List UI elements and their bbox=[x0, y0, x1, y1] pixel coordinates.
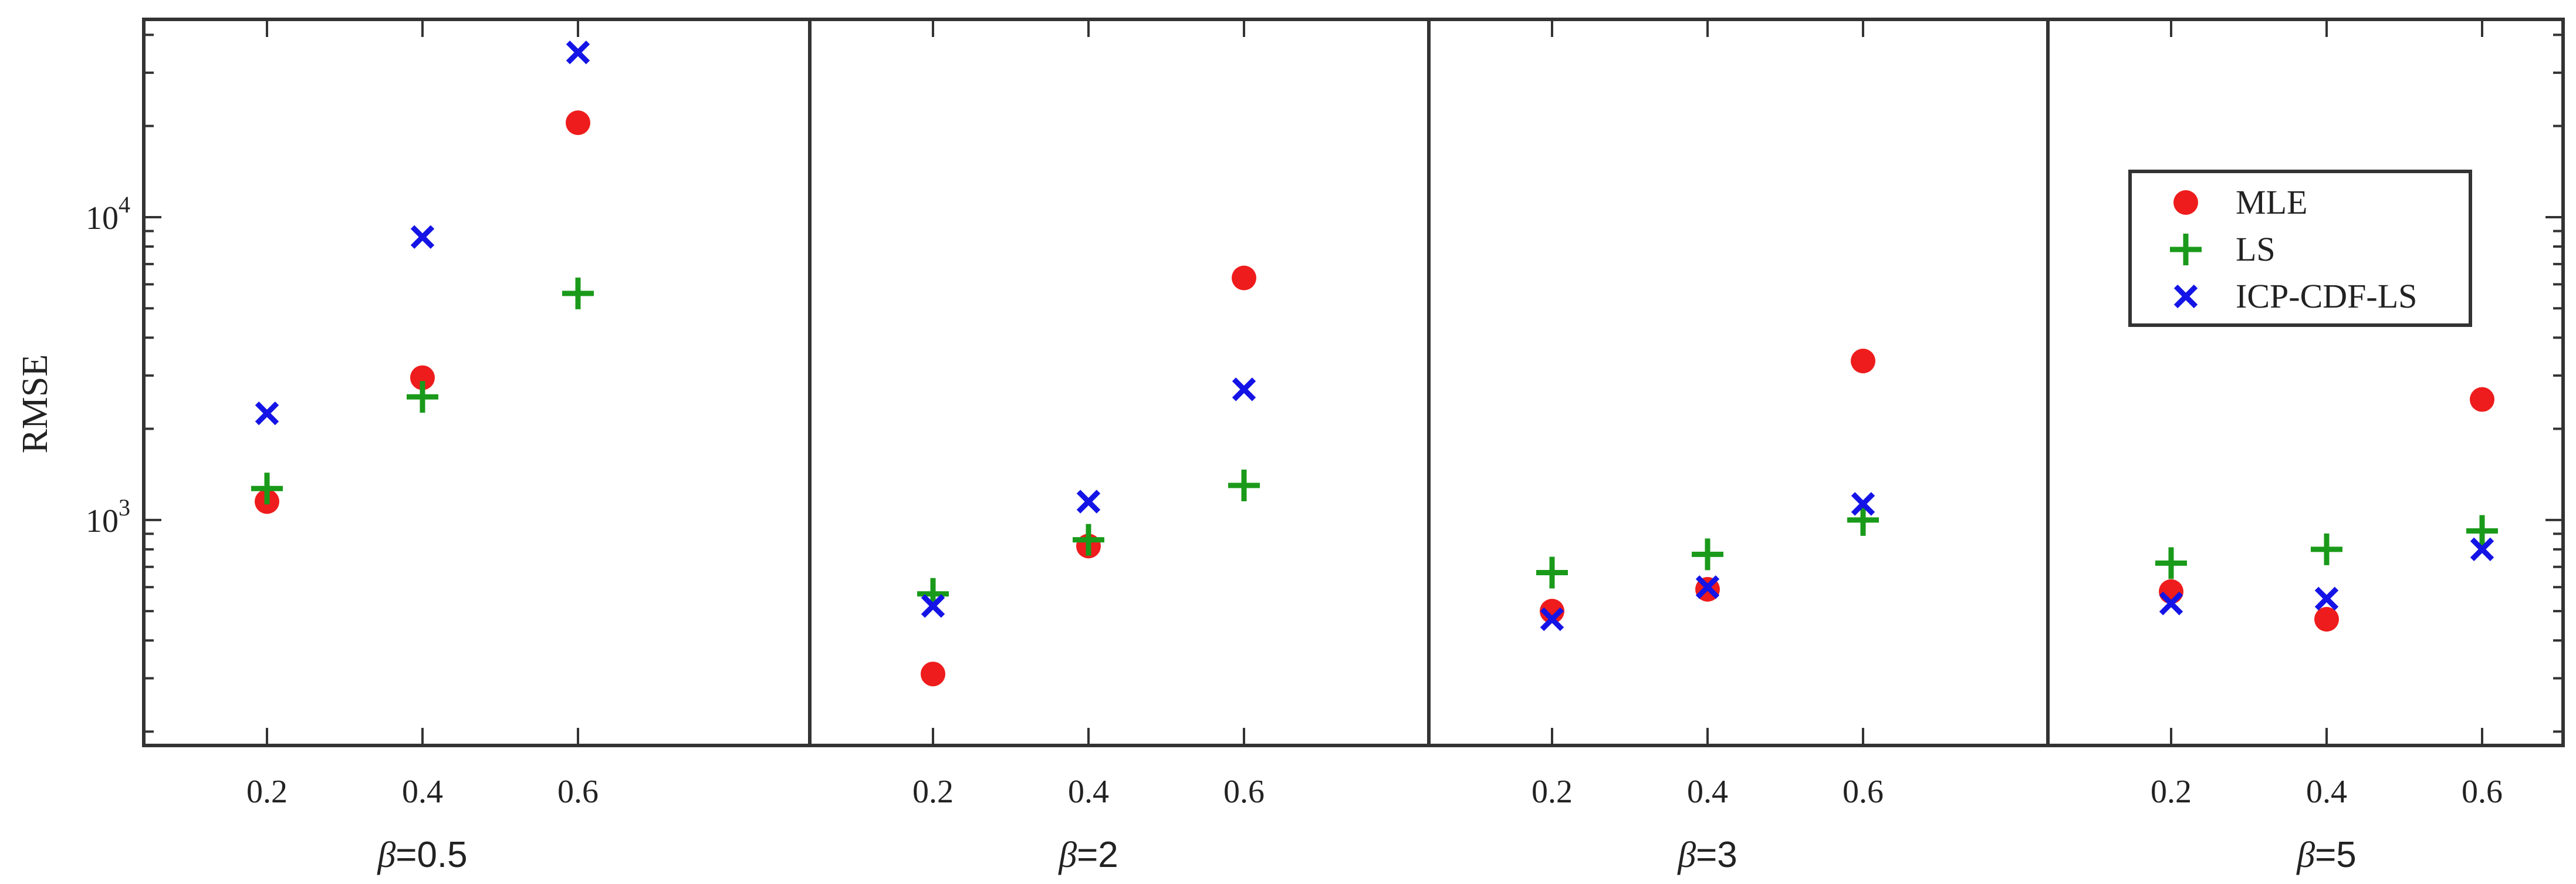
plot-frame bbox=[142, 18, 2565, 747]
data-point-icp-cdf-ls bbox=[1540, 607, 1564, 632]
x-tick-label: 0.6 bbox=[557, 774, 599, 810]
x-tick-label: 0.2 bbox=[2151, 774, 2192, 810]
legend-marker-icp-cdf-ls-stroke bbox=[2173, 284, 2198, 309]
legend-marker-ls bbox=[2170, 234, 2202, 265]
axis-labels: RMSE 103 104 0.2 0.4 0.6 β=0.5 0.2 0.4 0.6 β=2 0.2… bbox=[15, 191, 2503, 875]
y-tick-label: 103 bbox=[86, 494, 130, 539]
data-point-icp-cdf-ls-stroke bbox=[2314, 586, 2339, 610]
data-point-ls bbox=[1228, 470, 1260, 502]
data-point-icp-cdf-ls bbox=[1232, 377, 1256, 401]
x-tick-label: 0.4 bbox=[1068, 774, 1109, 810]
x-tick-label: 0.4 bbox=[1687, 774, 1728, 810]
data-point-ls bbox=[2155, 547, 2187, 579]
data-point-icp-cdf-ls-stroke bbox=[566, 41, 590, 65]
x-tick-label: 0.6 bbox=[1843, 774, 1884, 810]
x-tick-label: 0.2 bbox=[246, 774, 288, 810]
panel-label: β=5 bbox=[2296, 835, 2357, 875]
data-point-icp-cdf-ls-stroke bbox=[921, 594, 945, 618]
data-point-icp-cdf-ls bbox=[2314, 586, 2339, 610]
data-point-mle bbox=[2314, 606, 2339, 632]
y-axis-label: RMSE bbox=[15, 355, 55, 454]
data-point-mle bbox=[1851, 348, 1875, 373]
legend-marker-icp-cdf-ls bbox=[2173, 284, 2198, 309]
data-point-icp-cdf-ls bbox=[1076, 490, 1101, 514]
data-point-icp-cdf-ls bbox=[410, 225, 435, 249]
panel-label: β=3 bbox=[1677, 835, 1737, 875]
data-point-icp-cdf-ls-stroke bbox=[2159, 591, 2183, 616]
data-point-icp-cdf-ls-stroke bbox=[1695, 575, 1720, 599]
data-point-icp-cdf-ls-stroke bbox=[1076, 490, 1101, 514]
data-point-icp-cdf-ls-stroke bbox=[1540, 607, 1564, 632]
data-point-ls bbox=[2466, 515, 2498, 547]
data-point-icp-cdf-ls bbox=[1695, 575, 1720, 599]
legend-marker-mle bbox=[2173, 190, 2198, 215]
data-point-mle bbox=[921, 662, 945, 687]
data-point-ls bbox=[562, 277, 594, 309]
data-point-ls bbox=[2311, 533, 2342, 565]
data-point-icp-cdf-ls-stroke bbox=[1851, 492, 1875, 516]
x-tick-label: 0.2 bbox=[1532, 774, 1573, 810]
x-tick-label: 0.6 bbox=[2462, 774, 2503, 810]
data-point-icp-cdf-ls-stroke bbox=[410, 225, 435, 249]
data-markers bbox=[251, 41, 2498, 687]
data-point-icp-cdf-ls bbox=[1851, 492, 1875, 516]
data-point-mle bbox=[566, 110, 590, 136]
data-point-ls bbox=[1536, 556, 1568, 589]
data-point-ls bbox=[407, 381, 438, 413]
data-point-ls bbox=[1847, 504, 1879, 536]
data-point-mle bbox=[1540, 599, 1564, 624]
data-point-icp-cdf-ls bbox=[2159, 591, 2183, 616]
panel-label: β=0.5 bbox=[377, 835, 467, 875]
y-tick-label: 104 bbox=[86, 191, 130, 237]
x-tick-label: 0.4 bbox=[402, 774, 443, 810]
axis-ticks bbox=[144, 19, 2563, 745]
data-point-icp-cdf-ls bbox=[2470, 537, 2494, 561]
data-point-icp-cdf-ls-stroke bbox=[1232, 377, 1256, 401]
panel-label: β=2 bbox=[1058, 835, 1118, 875]
x-tick-label: 0.2 bbox=[912, 774, 954, 810]
data-point-ls bbox=[251, 473, 283, 505]
data-point-ls bbox=[1692, 538, 1723, 571]
axes-box bbox=[142, 18, 2565, 747]
data-point-icp-cdf-ls bbox=[255, 401, 279, 426]
legend-label: MLE bbox=[2236, 183, 2307, 221]
x-tick-label: 0.4 bbox=[2306, 774, 2347, 810]
data-point-icp-cdf-ls-stroke bbox=[255, 401, 279, 426]
legend-label: LS bbox=[2236, 230, 2276, 268]
data-point-icp-cdf-ls bbox=[566, 41, 590, 65]
data-point-mle bbox=[410, 365, 435, 390]
x-tick-label: 0.6 bbox=[1223, 774, 1265, 810]
data-point-mle bbox=[2470, 387, 2494, 412]
legend-label: ICP-CDF-LS bbox=[2236, 277, 2417, 315]
data-point-icp-cdf-ls-stroke bbox=[2470, 537, 2494, 561]
data-point-mle bbox=[1232, 265, 1256, 291]
data-point-ls bbox=[1073, 524, 1104, 556]
legend: MLE LS ICP-CDF-LS bbox=[2128, 170, 2472, 327]
data-point-icp-cdf-ls bbox=[921, 594, 945, 618]
